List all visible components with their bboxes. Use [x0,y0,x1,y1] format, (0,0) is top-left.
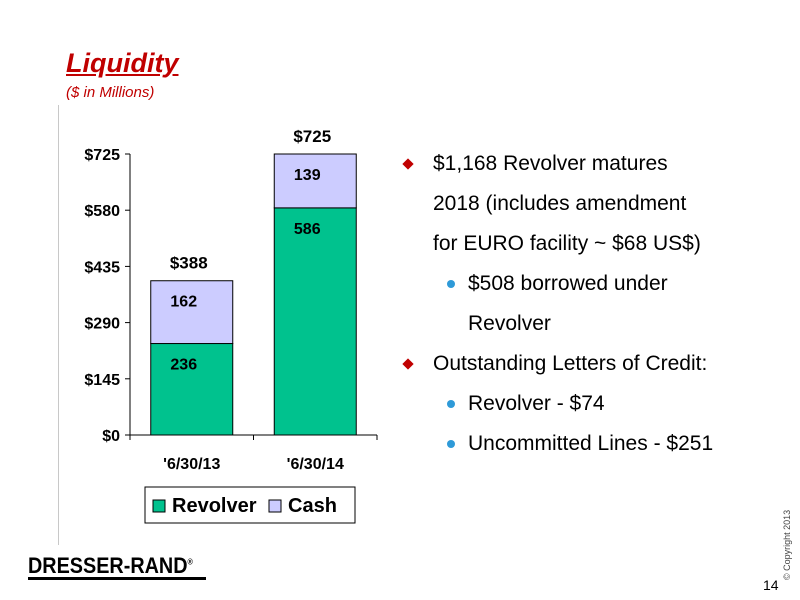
bar-segment-cash [150,280,234,345]
dot-bullet-icon [447,440,455,448]
liquidity-chart: $0 $145 $290 $435 $580 $725 236 162 $388 '6/30/13… [84,127,378,524]
y-tick-label: $725 [84,147,120,164]
bullet-line: $508 borrowed under [468,272,668,295]
bullet-list: $1,168 Revolver matures 2018 (includes am… [400,144,740,464]
bullet-line: Revolver [468,312,551,335]
slide-subtitle: ($ in Millions) [66,84,155,101]
company-logo: DRESSER-RAND® [28,553,193,579]
bullet-line: Outstanding Letters of Credit: [433,352,708,375]
data-label: 586 [294,221,321,238]
registered-mark: ® [187,557,193,567]
left-divider [58,105,59,545]
y-tick-label: $145 [84,372,120,389]
bar-segment-cash [273,153,357,209]
y-tick-label: $0 [102,428,120,445]
data-label: 236 [170,357,197,374]
logo-underline [28,577,206,580]
data-label: 139 [294,167,321,184]
bar-segment-revolver [273,207,357,436]
bullet-item: $1,168 Revolver matures 2018 (includes am… [400,144,740,264]
y-tick-label: $435 [84,259,120,276]
legend-swatch-cash [268,499,282,513]
legend-label: Cash [288,495,337,517]
x-tick-label: '6/30/13 [163,456,220,473]
page-number: 14 [763,577,779,593]
bullet-line: 2018 (includes amendment [433,192,687,215]
diamond-bullet-icon [402,358,414,370]
dot-bullet-icon [447,280,455,288]
bar-segment-revolver [150,343,234,436]
total-label: $725 [293,127,331,146]
bullet-item: Outstanding Letters of Credit: [400,344,740,384]
logo-text: DRESSER-RAND [28,553,188,578]
bullet-line: Revolver - $74 [468,392,605,415]
copyright-notice: © Copyright 2013 [782,509,792,580]
data-label: 162 [170,294,197,311]
bullet-line: for EURO facility ~ $68 US$) [433,232,701,255]
total-label: $388 [170,254,208,273]
bullet-item: $508 borrowed under Revolver [400,264,740,344]
x-tick-label: '6/30/14 [287,456,344,473]
bullet-line: $1,168 Revolver matures [433,152,668,175]
diamond-bullet-icon [402,158,414,170]
bullet-item: Revolver - $74 [400,384,740,424]
legend-box [144,486,356,524]
bullet-item: Uncommitted Lines - $251 [400,424,740,464]
slide-title: Liquidity [66,48,179,78]
bullet-line: Uncommitted Lines - $251 [468,432,714,455]
y-tick-label: $290 [84,316,120,333]
legend-swatch-revolver [152,499,166,513]
dot-bullet-icon [447,400,455,408]
y-tick-label: $580 [84,203,120,220]
legend-label: Revolver [172,495,257,517]
